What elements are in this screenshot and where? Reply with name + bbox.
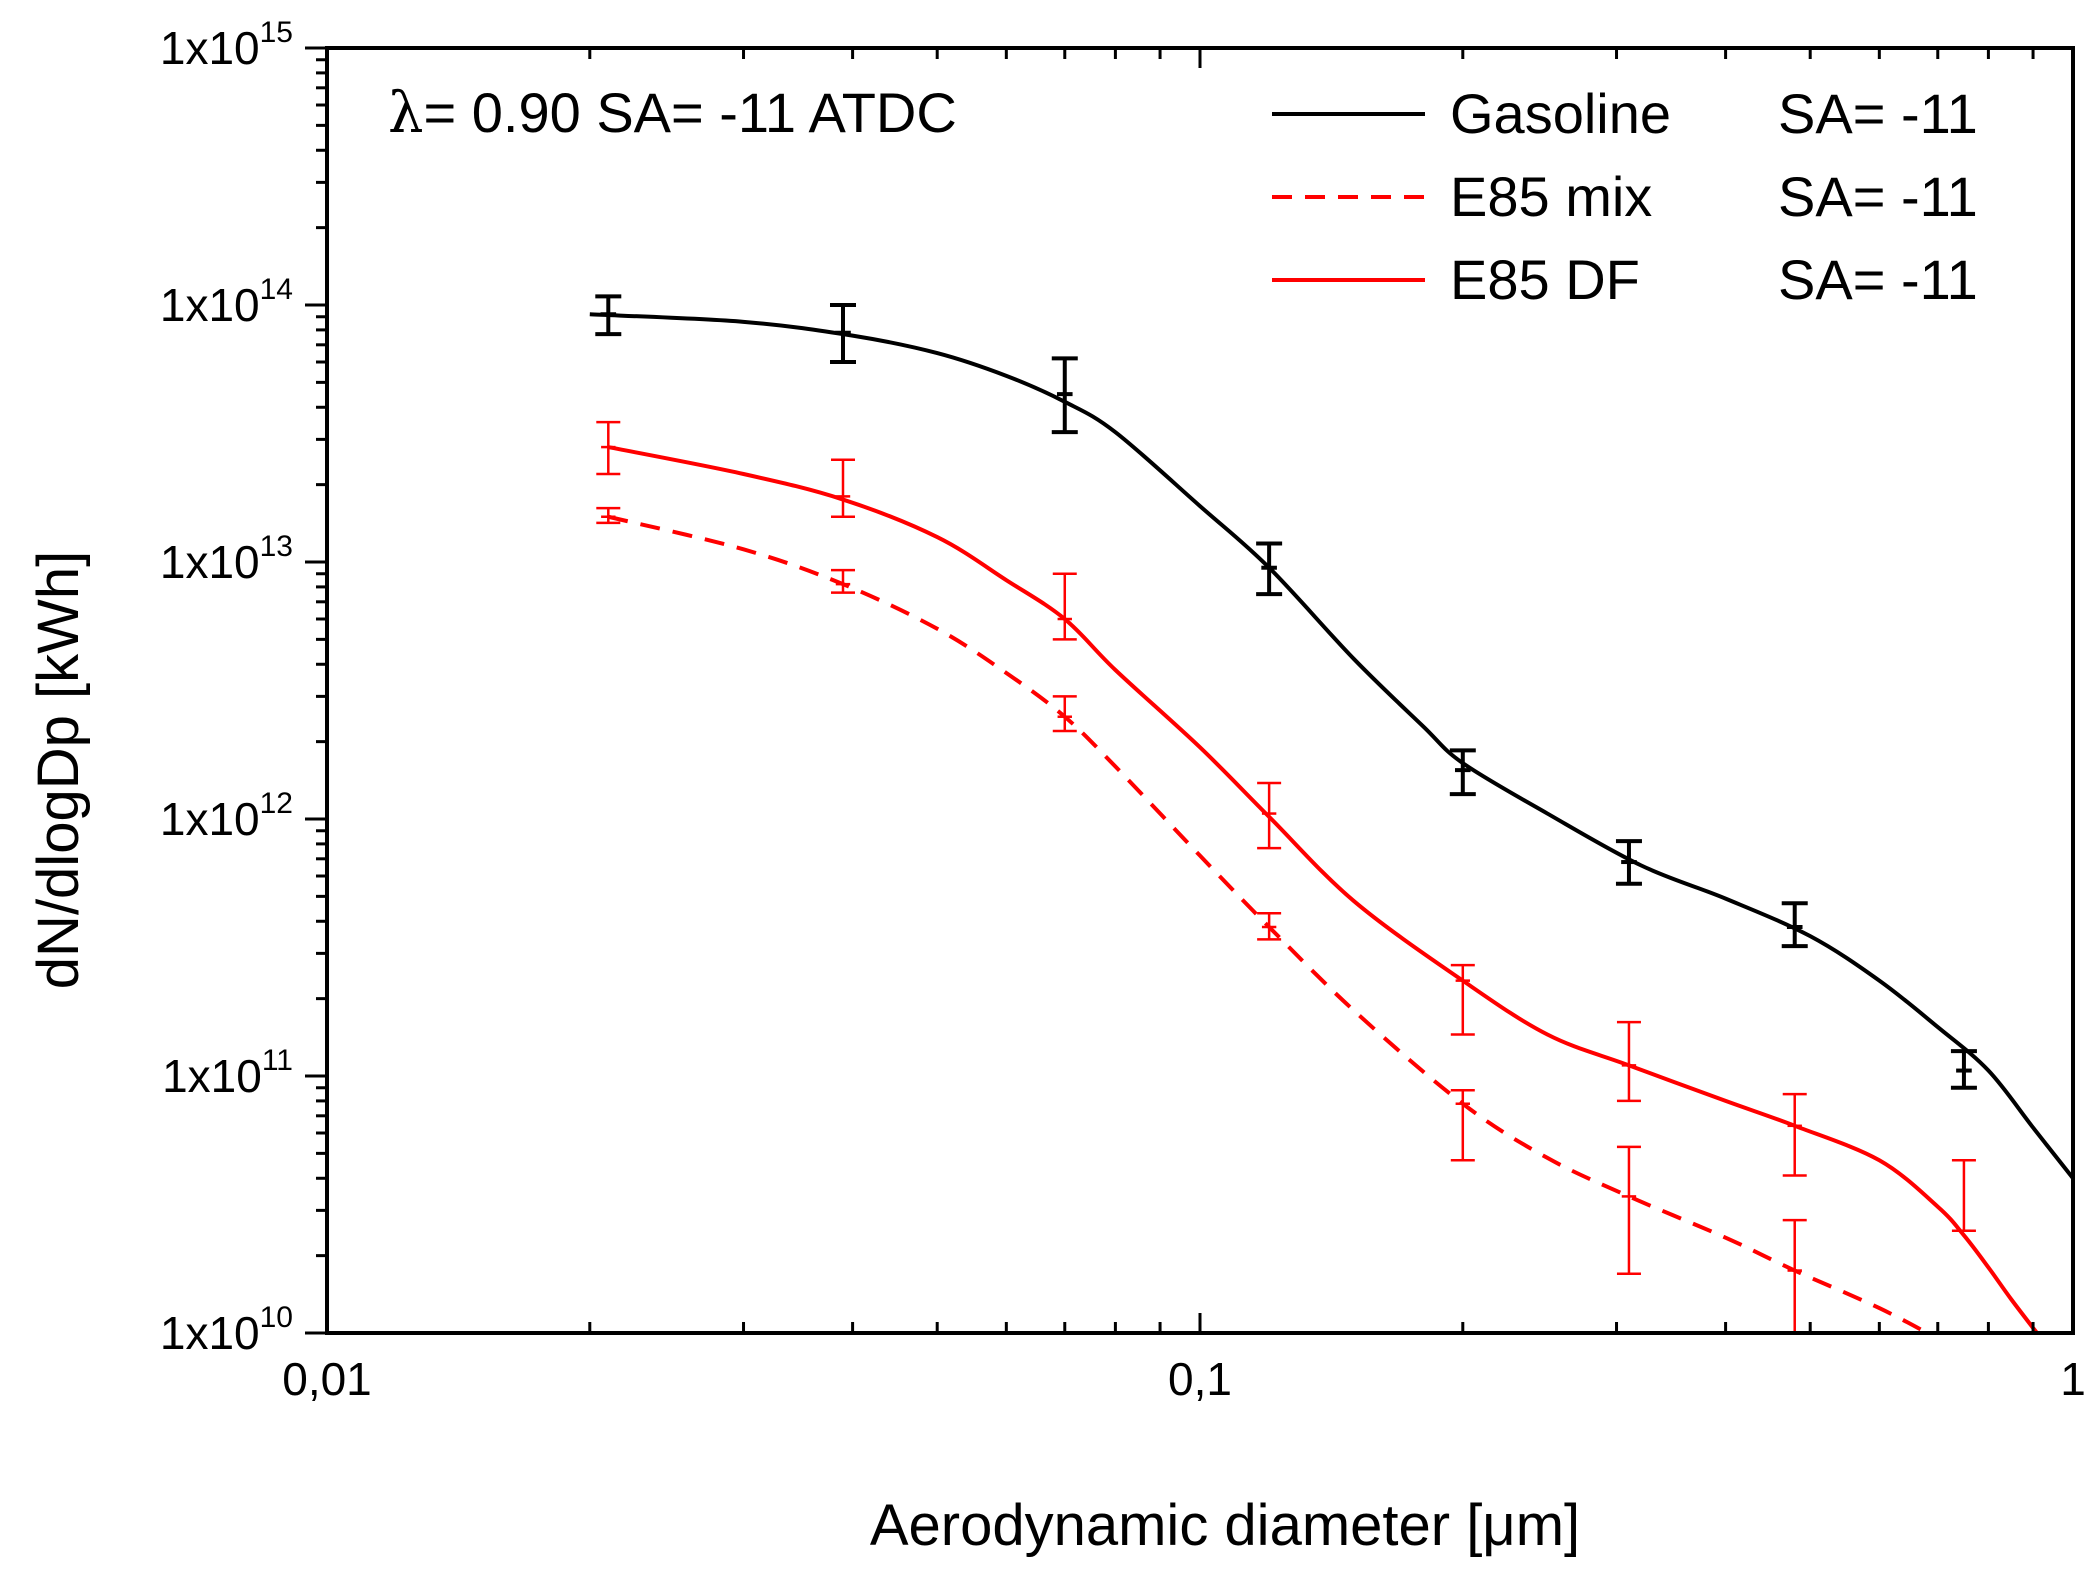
series-line-e85-df <box>607 445 2040 1333</box>
y-tick-label: 1x1014 <box>160 273 293 331</box>
axes-frame <box>325 46 2075 1335</box>
legend-sa-gasoline: SA= -11 <box>1778 82 1978 145</box>
y-tick-base: 1x10 <box>160 1307 260 1359</box>
error-bar-e85-df-3 <box>1257 781 1282 850</box>
y-tick-exponent: 12 <box>260 787 293 820</box>
y-tick-base: 1x10 <box>160 279 260 331</box>
y-tick-label: 1x1013 <box>160 530 293 588</box>
error-bar-gasoline-2 <box>1051 356 1078 435</box>
error-bar-e85-mix-0 <box>596 506 621 525</box>
series-group <box>589 294 2073 1333</box>
error-bar-gasoline-3 <box>1256 541 1283 597</box>
y-tick-exponent: 14 <box>260 273 293 306</box>
lambda-symbol: λ <box>388 81 424 146</box>
legend-label-e85-mix: E85 mix <box>1450 165 1652 228</box>
legend: Gasoline SA= -11 E85 mix SA= -11 E85 DF … <box>1272 82 1978 311</box>
x-tick-label: 0,1 <box>1168 1353 1232 1405</box>
error-bar-e85-mix-5 <box>1616 1145 1641 1276</box>
error-bar-gasoline-6 <box>1781 901 1808 949</box>
annotation-body: = 0.90 SA= -11 ATDC <box>424 81 957 144</box>
y-tick-label: 1x1015 <box>160 16 293 74</box>
error-bar-e85-df-7 <box>1951 1159 1976 1232</box>
y-tick-exponent: 10 <box>260 1301 293 1334</box>
y-tick-label: 1x1010 <box>160 1301 293 1359</box>
error-bar-e85-df-1 <box>830 458 855 518</box>
error-bar-e85-mix-6 <box>1782 1218 1807 1333</box>
y-tick-label: 1x1011 <box>162 1044 293 1102</box>
legend-sa-e85-df: SA= -11 <box>1778 248 1978 311</box>
y-tick-exponent: 11 <box>262 1044 293 1077</box>
legend-label-gasoline: Gasoline <box>1450 82 1671 145</box>
x-tick-label: 1 <box>2060 1353 2086 1405</box>
error-bar-gasoline-4 <box>1449 748 1476 797</box>
error-bar-e85-df-0 <box>596 420 621 476</box>
y-axis-label: dN/dlogDp [kWh] <box>26 551 91 989</box>
error-bar-gasoline-0 <box>595 294 622 337</box>
y-tick-exponent: 15 <box>260 16 293 49</box>
error-bar-gasoline-7 <box>1950 1049 1977 1090</box>
legend-sa-e85-mix: SA= -11 <box>1778 165 1978 228</box>
error-bar-e85-df-4 <box>1450 963 1475 1036</box>
x-axis-label: Aerodynamic diameter [μm] <box>870 1493 1580 1558</box>
y-tick-base: 1x10 <box>160 536 260 588</box>
legend-label-e85-df: E85 DF <box>1450 248 1640 311</box>
y-tick-base: 1x10 <box>160 793 260 845</box>
plot-area <box>589 294 2073 1333</box>
error-bar-e85-mix-4 <box>1450 1089 1475 1162</box>
series-line-gasoline <box>589 312 2073 1180</box>
y-tick-label: 1x1012 <box>160 787 293 845</box>
y-tick-exponent: 13 <box>260 530 293 563</box>
axes: 0,01 0,1 11x10101x10111x10121x10131x10141x… <box>160 16 2086 1405</box>
y-tick-base: 1x10 <box>160 22 260 74</box>
error-bar-e85-df-6 <box>1782 1092 1807 1177</box>
error-bar-e85-df-5 <box>1616 1020 1641 1103</box>
error-bar-e85-mix-2 <box>1052 695 1077 733</box>
error-bar-gasoline-5 <box>1615 839 1642 886</box>
error-bar-e85-df-2 <box>1052 572 1077 641</box>
error-bar-e85-mix-3 <box>1257 911 1282 941</box>
error-bar-e85-mix-1 <box>830 568 855 594</box>
y-tick-base: 1x10 <box>162 1050 262 1102</box>
x-tick-label: 0,01 <box>282 1353 372 1405</box>
annotation-text: λ= 0.90 SA= -11 ATDC <box>388 81 957 146</box>
error-bar-gasoline-1 <box>829 303 856 365</box>
